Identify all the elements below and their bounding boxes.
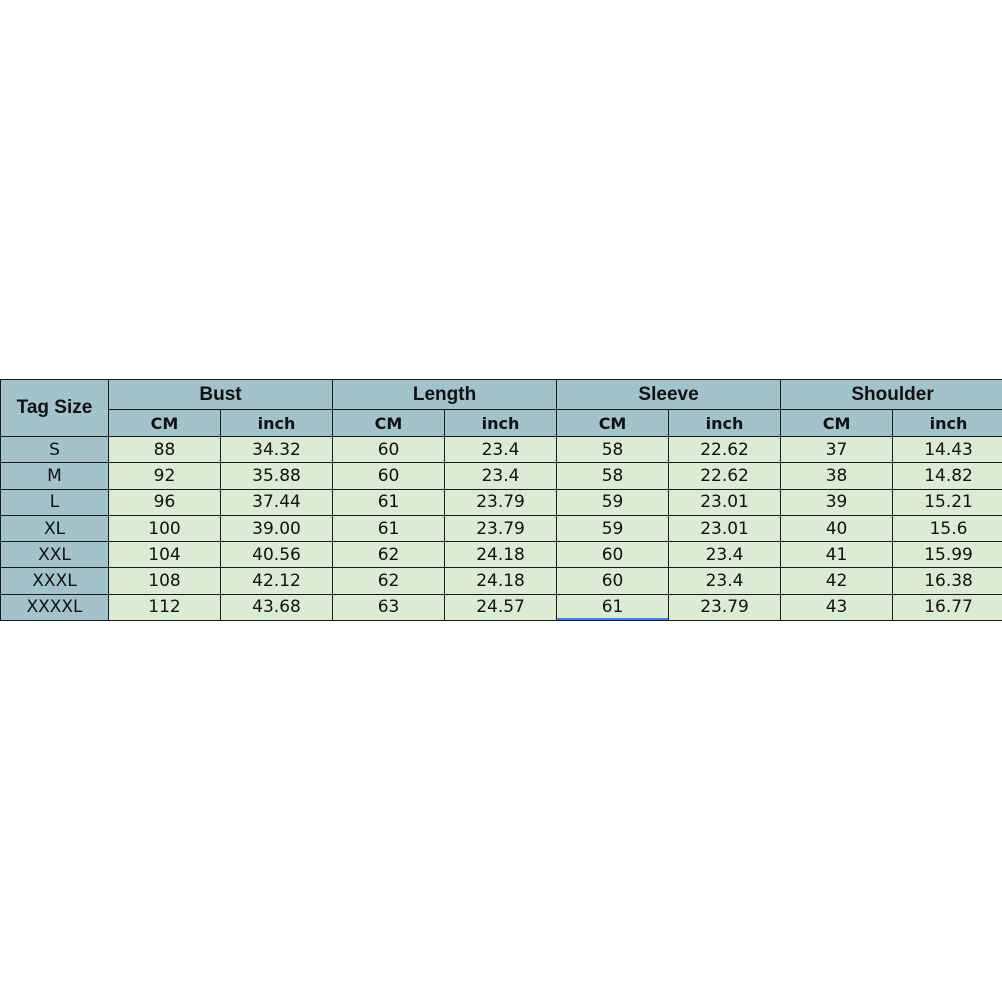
table-row: S 88 34.32 60 23.4 58 22.62 37 14.43	[0, 435, 1002, 464]
value-cell: 23.4	[668, 541, 782, 569]
value-cell: 16.38	[892, 567, 1002, 595]
value-cell: 24.18	[444, 567, 558, 595]
value-cell: 15.6	[892, 514, 1002, 543]
value-cell: 41	[780, 541, 894, 569]
value-cell: 58	[556, 462, 670, 490]
value-cell: 61	[332, 514, 446, 543]
value-cell: 22.62	[668, 462, 782, 490]
value-cell: 37.44	[219, 488, 334, 516]
value-cell: 23.79	[444, 514, 558, 543]
table-body: S 88 34.32 60 23.4 58 22.62 37 14.43 M 92 35.88 60 23…	[0, 435, 1002, 622]
value-cell: 96	[108, 488, 221, 516]
unit-header-cm: CM	[108, 409, 221, 437]
value-cell: 15.21	[892, 488, 1002, 516]
value-cell: 16.77	[892, 593, 1002, 622]
size-cell: S	[0, 435, 109, 464]
value-cell: 43.68	[219, 593, 334, 622]
value-cell: 61	[556, 593, 670, 622]
table-row: XXL 104 40.56 62 24.18 60 23.4 41 15.99	[0, 541, 1002, 569]
value-cell: 23.01	[668, 488, 782, 516]
table-row: L 96 37.44 61 23.79 59 23.01 39 15.21	[0, 488, 1002, 516]
value-cell: 23.4	[444, 435, 558, 464]
value-cell: 14.43	[892, 435, 1002, 464]
unit-header-inch: inch	[219, 409, 334, 437]
value-cell: 23.01	[668, 514, 782, 543]
unit-header-inch: inch	[668, 409, 782, 437]
group-header-bust: Bust	[107, 379, 334, 410]
value-cell: 58	[556, 435, 670, 464]
group-header-shoulder: Shoulder	[780, 379, 1002, 410]
value-cell: 40	[780, 514, 894, 543]
value-cell: 24.18	[444, 541, 558, 569]
unit-header-row: CM inch CM inch CM inch CM inch	[1, 409, 1002, 437]
value-cell: 34.32	[219, 435, 334, 464]
value-cell: 39.00	[219, 514, 334, 543]
value-cell: 60	[332, 435, 446, 464]
value-cell: 22.62	[668, 435, 782, 464]
value-cell: 38	[780, 462, 894, 490]
value-cell: 15.99	[892, 541, 1002, 569]
value-cell: 62	[332, 541, 446, 569]
value-cell: 61	[332, 488, 446, 516]
group-header-sleeve: Sleeve	[556, 379, 782, 410]
size-cell: L	[0, 488, 109, 516]
unit-header-cm: CM	[556, 409, 670, 437]
table-row: M 92 35.88 60 23.4 58 22.62 38 14.82	[0, 462, 1002, 490]
value-cell: 63	[332, 593, 446, 622]
size-cell: XL	[0, 514, 109, 543]
value-cell: 60	[332, 462, 446, 490]
value-cell: 23.4	[668, 567, 782, 595]
value-cell: 88	[108, 435, 221, 464]
value-cell: 112	[108, 593, 221, 622]
value-cell: 92	[108, 462, 221, 490]
group-header-length: Length	[332, 379, 558, 410]
value-cell: 42	[780, 567, 894, 595]
value-cell: 108	[108, 567, 221, 595]
value-cell: 104	[108, 541, 221, 569]
value-cell: 39	[780, 488, 894, 516]
value-cell: 100	[108, 514, 221, 543]
value-cell: 35.88	[219, 462, 334, 490]
size-cell: XXL	[0, 541, 109, 569]
unit-header-cm: CM	[780, 409, 894, 437]
value-cell: 43	[780, 593, 894, 622]
value-cell: 59	[556, 488, 670, 516]
value-cell: 23.79	[444, 488, 558, 516]
unit-header-cm: CM	[332, 409, 446, 437]
tag-size-header: Tag Size	[0, 379, 109, 437]
unit-header-inch: inch	[444, 409, 558, 437]
value-cell: 59	[556, 514, 670, 543]
value-cell: 40.56	[219, 541, 334, 569]
value-cell: 42.12	[219, 567, 334, 595]
size-cell: XXXXL	[0, 593, 109, 622]
value-cell: 60	[556, 541, 670, 569]
size-cell: XXXL	[0, 567, 109, 595]
size-chart-table: Tag Size Bust Length Sleeve Shoulder CM inch…	[0, 379, 1002, 622]
table-row: XL 100 39.00 61 23.79 59 23.01 40 15.6	[0, 514, 1002, 543]
value-cell: 24.57	[444, 593, 558, 622]
value-cell: 23.4	[444, 462, 558, 490]
table-row: XXXXL 112 43.68 63 24.57 61 23.79 43 16.77	[0, 593, 1002, 622]
unit-header-inch: inch	[892, 409, 1002, 437]
value-cell: 60	[556, 567, 670, 595]
value-cell: 62	[332, 567, 446, 595]
value-cell: 23.79	[668, 593, 782, 622]
size-cell: M	[0, 462, 109, 490]
group-header-row: Tag Size Bust Length Sleeve Shoulder	[0, 379, 1002, 437]
value-cell: 37	[780, 435, 894, 464]
value-cell: 14.82	[892, 462, 1002, 490]
table-row: XXXL 108 42.12 62 24.18 60 23.4 42 16.38	[0, 567, 1002, 595]
